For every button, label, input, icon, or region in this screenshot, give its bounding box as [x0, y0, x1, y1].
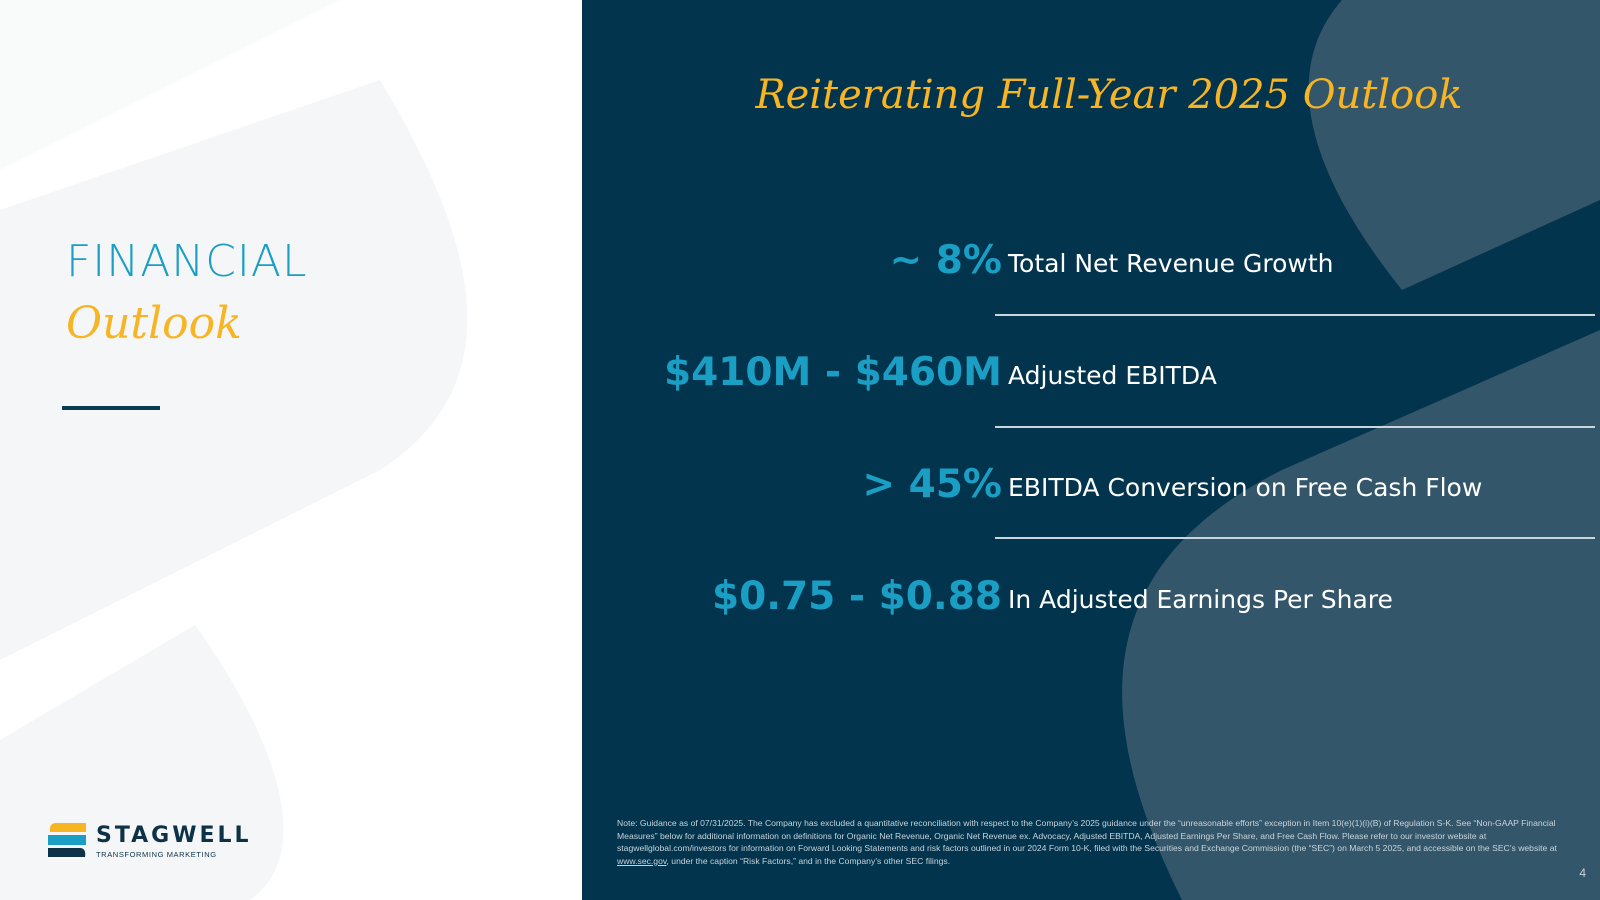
right-panel: Reiterating Full-Year 2025 Outlook ~ 8% …: [582, 0, 1600, 900]
metric-label: In Adjusted Earnings Per Share: [1008, 585, 1393, 614]
metric-value: ~ 8%: [889, 238, 1002, 283]
footnote: Note: Guidance as of 07/31/2025. The Com…: [617, 817, 1577, 867]
section-title-financial: FINANCIAL: [66, 236, 308, 287]
left-panel: FINANCIAL Outlook STAGWELL TRANSFORMING …: [0, 0, 582, 900]
metric-value: > 45%: [862, 462, 1002, 507]
sec-website-link[interactable]: www.sec.gov: [617, 855, 667, 866]
metric-row: $0.75 - $0.88 In Adjusted Earnings Per S…: [582, 566, 1600, 636]
footnote-text-end: , under the caption “Risk Factors,” and …: [666, 855, 951, 866]
section-title-outlook: Outlook: [66, 298, 242, 349]
footnote-text: Note: Guidance as of 07/31/2025. The Com…: [617, 818, 1557, 853]
logo-tagline: TRANSFORMING MARKETING: [96, 850, 217, 859]
metric-value: $0.75 - $0.88: [711, 574, 1002, 619]
metric-row: $410M - $460M Adjusted EBITDA: [582, 342, 1600, 412]
slide-headline: Reiterating Full-Year 2025 Outlook: [755, 72, 1463, 118]
metric-label: Adjusted EBITDA: [1008, 361, 1217, 390]
metric-label: Total Net Revenue Growth: [1008, 249, 1334, 278]
metric-row: ~ 8% Total Net Revenue Growth: [582, 230, 1600, 300]
metric-label: EBITDA Conversion on Free Cash Flow: [1008, 473, 1483, 502]
background-swoosh-shape: [0, 0, 468, 900]
stagwell-logo: STAGWELL TRANSFORMING MARKETING: [48, 822, 252, 862]
logo-wordmark: STAGWELL: [96, 823, 252, 848]
title-divider: [62, 406, 160, 410]
logo-text: STAGWELL TRANSFORMING MARKETING: [96, 823, 252, 860]
metric-divider: [995, 314, 1595, 316]
page-number: 4: [1579, 866, 1586, 880]
stagwell-logo-icon: [48, 823, 86, 857]
metric-divider: [995, 537, 1595, 539]
metric-divider: [995, 426, 1595, 428]
metric-row: > 45% EBITDA Conversion on Free Cash Flo…: [582, 454, 1600, 524]
metric-value: $410M - $460M: [663, 350, 1002, 395]
background-swoosh-shape-dark: [1122, 0, 1600, 900]
